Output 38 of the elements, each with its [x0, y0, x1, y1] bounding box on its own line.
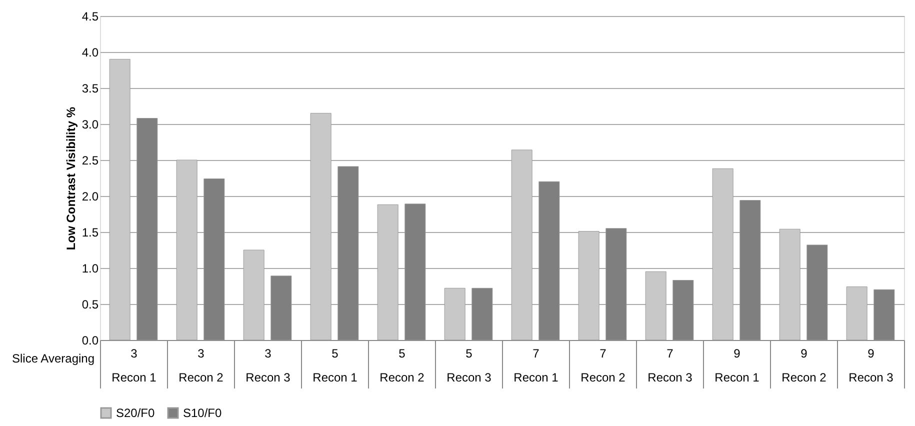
legend-label: S20/F0 [116, 406, 156, 420]
x-axis-title: Slice Averaging [12, 352, 94, 366]
x-tick-label: 3 Recon 3 [246, 346, 291, 384]
y-tick-label: 4.5 [82, 10, 99, 24]
bar [645, 271, 666, 340]
x-tick-label: 9 Recon 2 [782, 346, 827, 384]
x-tick-label: 9 Recon 1 [714, 346, 760, 384]
y-tick-label: 0.0 [82, 334, 99, 348]
bar [578, 231, 600, 340]
y-tick-label: 0.5 [82, 298, 99, 312]
y-tick-label: 3.5 [82, 82, 99, 96]
bar [243, 250, 264, 340]
y-tick-label: 1.0 [82, 262, 99, 276]
y-tick-label: 1.5 [82, 226, 99, 240]
y-tick-label: 2.5 [82, 154, 99, 168]
bar [846, 286, 868, 340]
bar [712, 168, 734, 340]
y-tick-label: 4.0 [82, 46, 99, 60]
bar [310, 112, 332, 340]
x-tick-label: 3 Recon 1 [112, 346, 157, 384]
bar [444, 288, 466, 340]
bar [377, 204, 398, 340]
legend-label: S10/F0 [183, 406, 222, 420]
x-tick-label: 5 Recon 1 [312, 346, 358, 384]
x-tick-label: 5 Recon 3 [446, 346, 492, 384]
x-tick-label: 7 Recon 2 [580, 346, 626, 384]
bar [511, 150, 532, 340]
bar [176, 160, 198, 340]
y-axis-title: Low Contrast Visibility % [64, 106, 78, 250]
x-tick-label: 7 Recon 1 [514, 346, 559, 384]
x-tick-label: 9 Recon 3 [848, 346, 894, 384]
bar [779, 228, 800, 340]
y-tick-label: 2.0 [82, 190, 99, 204]
x-tick-label: 7 Recon 3 [648, 346, 693, 384]
bar [109, 58, 130, 340]
x-tick-label: 3 Recon 2 [178, 346, 224, 384]
y-tick-label: 3.0 [82, 118, 99, 132]
x-tick-label: 5 Recon 2 [380, 346, 425, 384]
